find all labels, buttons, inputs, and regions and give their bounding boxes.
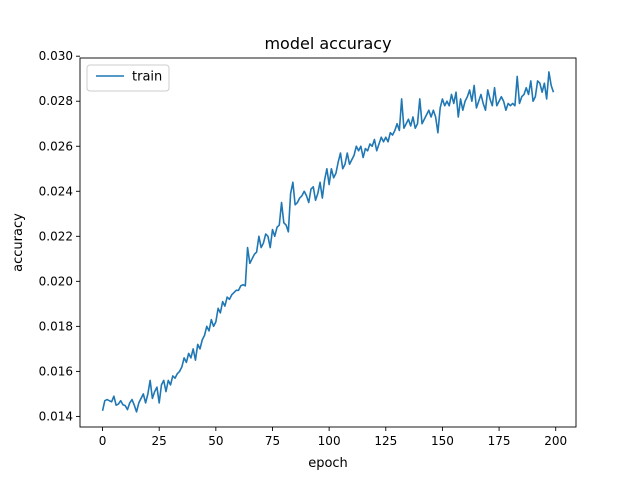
x-tick-label: 200	[544, 434, 567, 448]
y-tick-label: 0.026	[39, 139, 73, 153]
x-tick-label: 25	[152, 434, 167, 448]
legend: train	[86, 64, 170, 92]
x-tick-label: 175	[488, 434, 511, 448]
tick-group: 0 25 50 75 100 125 150 175 200 0.014 0.016 0.018 0.0…	[39, 49, 568, 448]
legend-box	[86, 64, 170, 92]
x-tick-label: 0	[99, 434, 107, 448]
y-axis-label: accuracy	[11, 213, 26, 272]
y-tick-label: 0.030	[39, 49, 73, 63]
x-tick-label: 75	[265, 434, 280, 448]
x-tick-label: 50	[208, 434, 223, 448]
x-tick-label: 125	[374, 434, 397, 448]
x-tick-label: 100	[318, 434, 341, 448]
series-line-train	[101, 71, 555, 413]
y-tick-label: 0.022	[39, 229, 73, 243]
x-axis-label: epoch	[308, 456, 348, 471]
legend-label-train: train	[132, 70, 162, 85]
y-tick-label: 0.016	[39, 364, 73, 378]
y-tick-label: 0.028	[39, 94, 73, 108]
axes-frame	[79, 57, 577, 428]
y-tick-label: 0.020	[39, 274, 73, 288]
y-tick-label: 0.024	[39, 184, 73, 198]
y-tick-label: 0.014	[39, 409, 73, 423]
y-tick-label: 0.018	[39, 319, 73, 333]
chart-title: model accuracy	[264, 34, 391, 53]
x-tick-label: 150	[431, 434, 454, 448]
